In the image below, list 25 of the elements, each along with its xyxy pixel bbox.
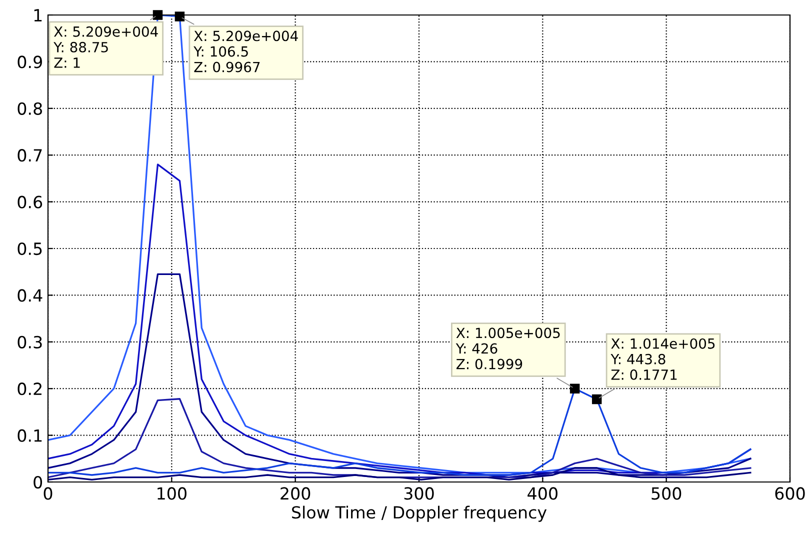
y-tick-label: 0.2 [18,382,42,396]
y-tick-label: 0 [34,476,42,489]
x-tick-label: 500 [652,487,682,500]
y-tick-label: 0.9 [18,56,42,68]
annotation: X: 5.209e+004 Y: 106.5 Z: 0.9967 [194,30,298,72]
x-tick-label: 100 [158,487,186,500]
annotation: X: 1.014e+005 Y: 443.8 Z: 0.1771 [610,338,715,380]
line-series [48,467,752,480]
y-tick-label: 0.1 [18,429,42,442]
x-tick-label: 600 [775,487,805,500]
x-tick-label: 400 [528,487,558,500]
y-tick-label: 1 [34,9,42,22]
x-tick-label: 0 [44,487,52,500]
x-tick-label: 200 [280,487,310,500]
y-tick-label: 0.8 [18,102,42,115]
annotation: X: 5.209e+004 Y: 88.75 Z: 1 [54,26,158,68]
x-axis-title: Slow Time / Doppler frequency [292,506,547,522]
line-series [48,273,752,478]
y-tick-label: 0.3 [18,336,42,348]
y-tick-label: 0.6 [18,196,42,208]
x-tick-label: 300 [404,487,434,500]
y-tick-label: 0.7 [18,149,42,162]
annotation: X: 1.005e+005 Y: 426 Z: 0.1999 [456,328,560,370]
y-tick-label: 0.4 [18,289,42,302]
y-tick-label: 0.5 [18,242,42,256]
